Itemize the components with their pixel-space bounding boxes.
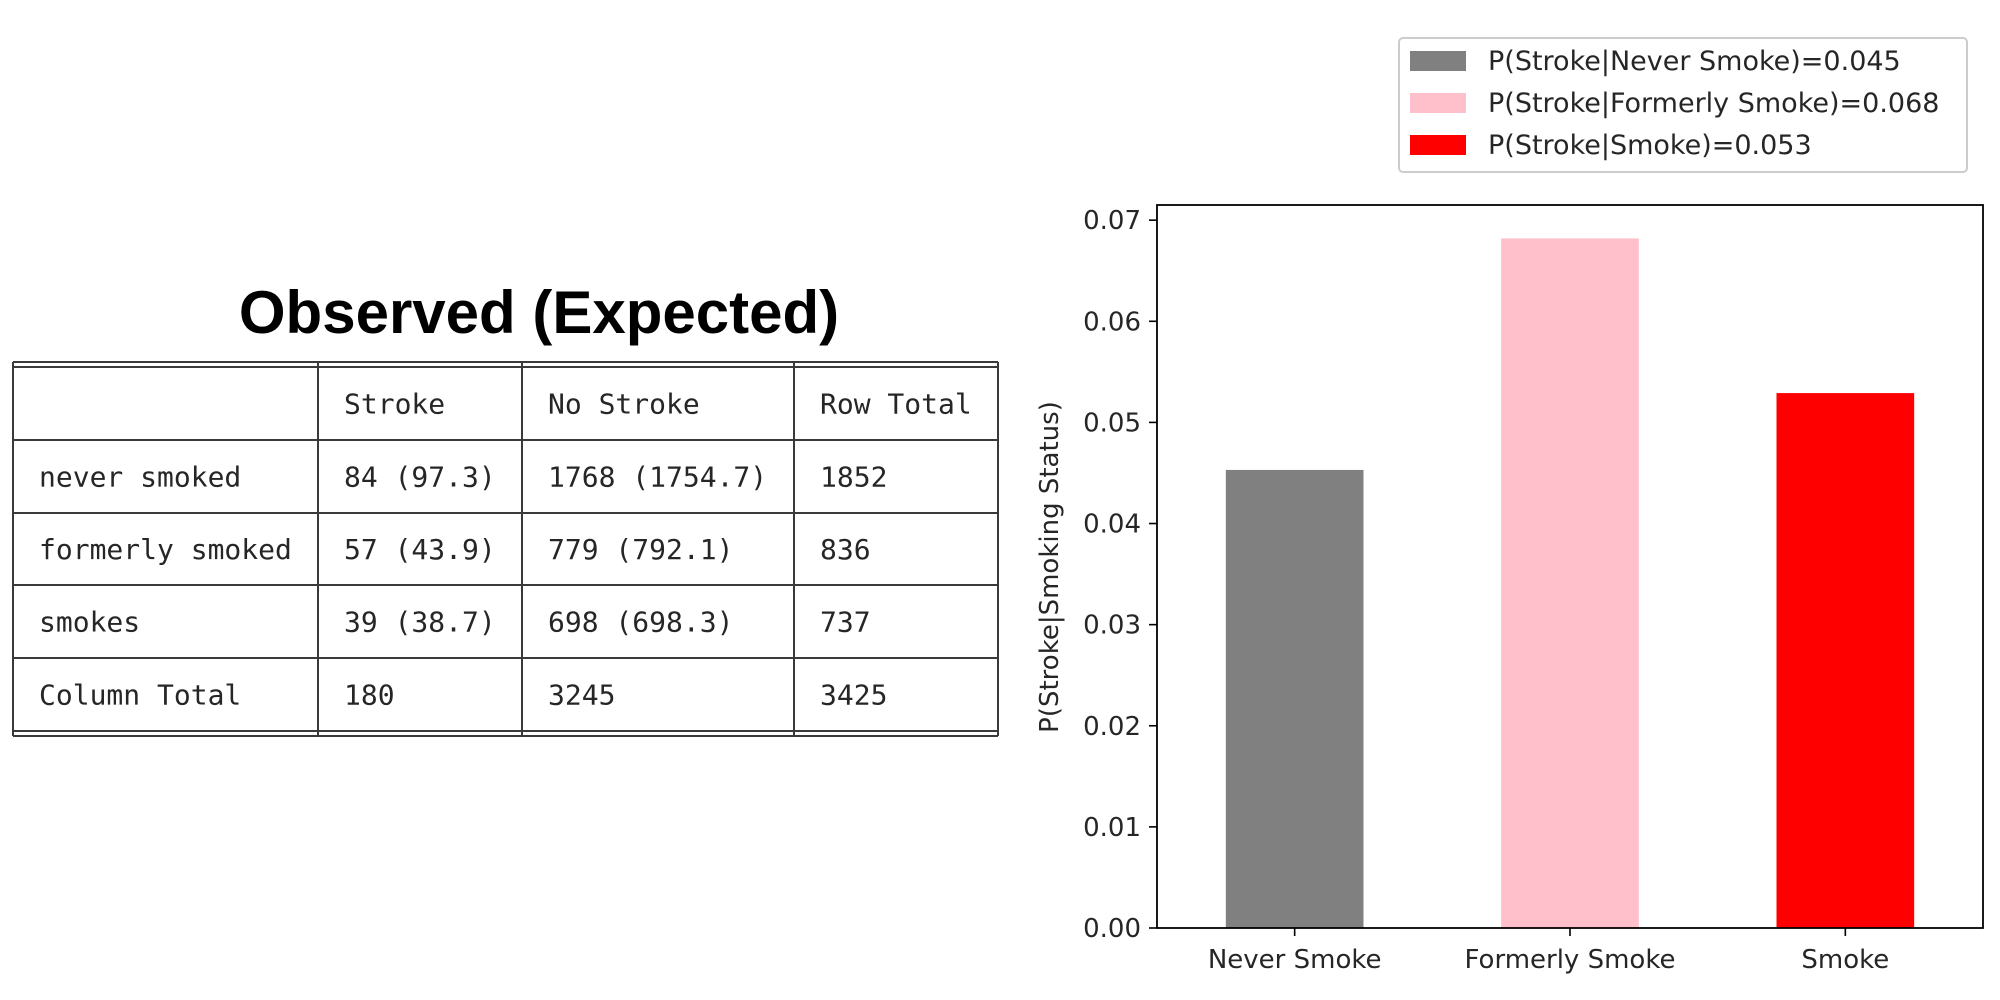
bar-never-smoke	[1225, 469, 1364, 928]
legend-entry-label: P(Stroke|Never Smoke)=0.045	[1488, 46, 1901, 77]
table-row-label: smokes	[39, 606, 140, 639]
legend-swatch	[1410, 51, 1466, 71]
table-cell: 698 (698.3)	[548, 606, 733, 639]
y-tick-label: 0.03	[1083, 611, 1141, 641]
table-row-label: formerly smoked	[39, 533, 292, 566]
y-tick-label: 0.07	[1083, 206, 1141, 236]
legend-swatch	[1410, 135, 1466, 155]
y-axis-label: P(Stroke|Smoking Status)	[1035, 401, 1065, 733]
table-cell: 39 (38.7)	[344, 606, 496, 639]
legend-frame	[1398, 37, 1968, 173]
table-title: Observed (Expected)	[239, 279, 839, 346]
bar-chart: P(Stroke|Smoking Status) Never Smoke Form…	[1035, 204, 1984, 975]
table-cell: 779 (792.1)	[548, 533, 733, 566]
table-cell: 84 (97.3)	[344, 461, 496, 494]
x-tick-label: Formerly Smoke	[1465, 945, 1676, 975]
table-cell: 1852	[820, 461, 887, 494]
table-cell: 57 (43.9)	[344, 533, 496, 566]
table-header-cell: Row Total	[820, 388, 972, 421]
legend-entry-label: P(Stroke|Formerly Smoke)=0.068	[1488, 88, 1939, 119]
chart-legend: P(Stroke|Never Smoke)=0.045 P(Stroke|Form…	[1398, 37, 1968, 173]
x-tick-label: Never Smoke	[1208, 945, 1382, 975]
table-cell: 180	[344, 679, 395, 712]
contingency-table: Observed (Expected) Stroke No Stroke Row T…	[12, 279, 999, 737]
y-tick-label: 0.05	[1083, 408, 1141, 438]
legend-entry-label: P(Stroke|Smoke)=0.053	[1488, 130, 1812, 161]
y-tick-label: 0.00	[1083, 914, 1141, 944]
x-tick-label: Smoke	[1801, 945, 1889, 975]
table-cell: 3245	[548, 679, 615, 712]
y-tick-label: 0.01	[1083, 813, 1141, 843]
table-row-label: Column Total	[39, 679, 241, 712]
table-header-cell: No Stroke	[548, 388, 700, 421]
table-cell: 1768 (1754.7)	[548, 461, 767, 494]
table-cell: 737	[820, 606, 871, 639]
table-header-cell: Stroke	[344, 388, 445, 421]
y-tick-label: 0.02	[1083, 712, 1141, 742]
table-row-label: never smoked	[39, 461, 241, 494]
legend-swatch	[1410, 93, 1466, 113]
y-tick-label: 0.04	[1083, 510, 1141, 540]
y-tick-label: 0.06	[1083, 307, 1141, 337]
bar-smoke	[1776, 393, 1915, 928]
bar-formerly-smoke	[1501, 238, 1639, 928]
plot-frame	[1156, 204, 1984, 929]
table-cell: 836	[820, 533, 871, 566]
table-cell: 3425	[820, 679, 887, 712]
